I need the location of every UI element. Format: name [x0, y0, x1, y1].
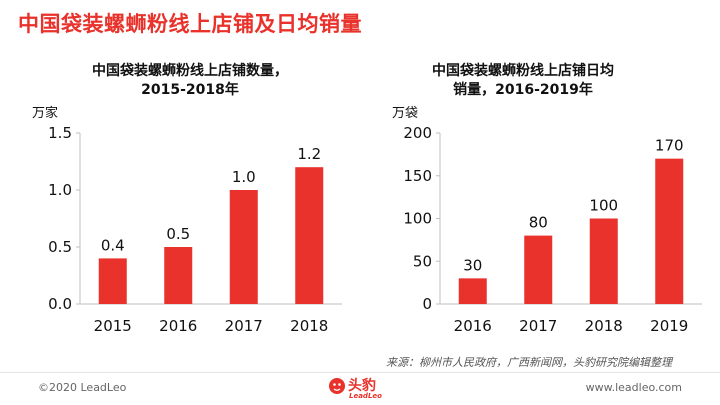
bar	[458, 278, 487, 304]
bar-value-label: 100	[589, 197, 618, 215]
chart-1-title-line1: 中国袋装螺蛳粉线上店铺数量，	[92, 63, 288, 79]
page-title: 中国袋装螺蛳粉线上店铺及日均销量	[18, 12, 362, 36]
logo-sub: LeadLeo	[349, 392, 382, 400]
y-tick-label: 0.5	[48, 238, 72, 256]
y-tick-label: 0	[422, 295, 432, 313]
bar	[229, 190, 258, 304]
bar	[655, 158, 684, 304]
chart-2-title: 中国袋装螺蛳粉线上店铺日均 销量，2016-2019年	[378, 62, 668, 100]
chart-2-title-line1: 中国袋装螺蛳粉线上店铺日均	[432, 63, 614, 79]
chart-1-title: 中国袋装螺蛳粉线上店铺数量， 2015-2018年	[40, 62, 340, 100]
bar-value-label: 30	[463, 256, 482, 274]
bar-value-label: 170	[655, 137, 684, 155]
x-tick-label: 2019	[650, 317, 688, 335]
copyright-text: ©2020 LeadLeo	[38, 381, 127, 394]
y-tick-label: 50	[413, 252, 432, 270]
bar-value-label: 1.0	[232, 168, 256, 186]
bar-value-label: 80	[529, 214, 548, 232]
website-link[interactable]: www.leadleo.com	[585, 381, 682, 394]
leopard-head-icon	[329, 378, 345, 394]
x-tick-label: 2015	[94, 317, 132, 335]
x-tick-label: 2017	[225, 317, 263, 335]
y-tick-label: 0.0	[48, 295, 72, 313]
x-tick-label: 2016	[454, 317, 492, 335]
daily-sales-bar-chart: 万袋 0 50 100 150 200 30 2016 80 2017 100 2018 170 2019	[392, 106, 702, 335]
bar-value-label: 1.2	[297, 145, 321, 163]
logo-name: 头豹	[348, 378, 376, 394]
chart-2-title-line2: 销量，2016-2019年	[453, 82, 593, 98]
y-tick-label: 100	[403, 210, 432, 228]
leadleo-logo: 头豹 LeadLeo	[328, 374, 392, 402]
y-tick-label: 150	[403, 167, 432, 185]
x-tick-label: 2018	[585, 317, 623, 335]
bar	[295, 167, 324, 304]
bar	[98, 258, 127, 304]
x-tick-label: 2018	[290, 317, 328, 335]
bar-value-label: 0.5	[166, 225, 190, 243]
bar	[589, 218, 618, 304]
footer-divider	[0, 372, 720, 373]
y-tick-label: 1.0	[48, 181, 72, 199]
x-tick-label: 2017	[519, 317, 557, 335]
y-tick-label: 200	[403, 124, 432, 142]
bar-value-label: 0.4	[101, 236, 125, 254]
source-note: 来源：柳州市人民政府，广西新闻网，头豹研究院编辑整理	[386, 356, 672, 369]
bar	[164, 247, 193, 304]
y-axis-unit-label: 万家	[32, 105, 58, 121]
y-tick-label: 1.5	[48, 124, 72, 142]
chart-1-title-line2: 2015-2018年	[141, 82, 239, 98]
bar	[524, 235, 553, 304]
y-axis-unit-label: 万袋	[392, 106, 418, 121]
shop-count-bar-chart: 万家 0.0 0.5 1.0 1.5 0.4 2015 0.5 2016 1.0 2017 1.2 20…	[32, 105, 342, 335]
x-tick-label: 2016	[159, 317, 197, 335]
